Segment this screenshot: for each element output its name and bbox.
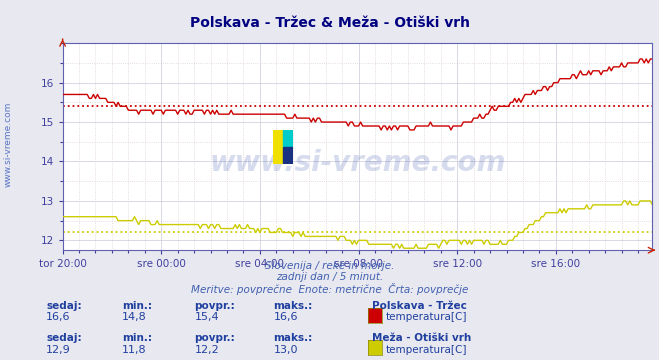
Text: povpr.:: povpr.: [194, 333, 235, 343]
Text: Polskava - Tržec: Polskava - Tržec [372, 301, 467, 311]
Bar [273, 130, 283, 164]
Text: 15,4: 15,4 [194, 312, 219, 323]
Text: 14,8: 14,8 [122, 312, 147, 323]
Text: Slovenija / reke in morje.: Slovenija / reke in morje. [265, 261, 394, 271]
Bar [283, 130, 293, 147]
Text: min.:: min.: [122, 333, 152, 343]
Text: sedaj:: sedaj: [46, 301, 82, 311]
Text: povpr.:: povpr.: [194, 301, 235, 311]
Text: maks.:: maks.: [273, 301, 313, 311]
Text: 11,8: 11,8 [122, 345, 146, 355]
Text: 13,0: 13,0 [273, 345, 298, 355]
Text: zadnji dan / 5 minut.: zadnji dan / 5 minut. [276, 272, 383, 282]
Text: Meža - Otiški vrh: Meža - Otiški vrh [372, 333, 472, 343]
Text: 12,2: 12,2 [194, 345, 219, 355]
Text: 12,9: 12,9 [46, 345, 71, 355]
Text: www.si-vreme.com: www.si-vreme.com [3, 101, 13, 187]
Text: 16,6: 16,6 [273, 312, 298, 323]
Text: maks.:: maks.: [273, 333, 313, 343]
Text: temperatura[C]: temperatura[C] [386, 345, 468, 355]
Text: 16,6: 16,6 [46, 312, 71, 323]
Text: sedaj:: sedaj: [46, 333, 82, 343]
Text: temperatura[C]: temperatura[C] [386, 312, 468, 323]
Bar [283, 147, 293, 164]
Text: Meritve: povprečne  Enote: metrične  Črta: povprečje: Meritve: povprečne Enote: metrične Črta:… [191, 283, 468, 294]
Text: min.:: min.: [122, 301, 152, 311]
Text: Polskava - Tržec & Meža - Otiški vrh: Polskava - Tržec & Meža - Otiški vrh [190, 17, 469, 30]
Text: www.si-vreme.com: www.si-vreme.com [210, 149, 505, 177]
